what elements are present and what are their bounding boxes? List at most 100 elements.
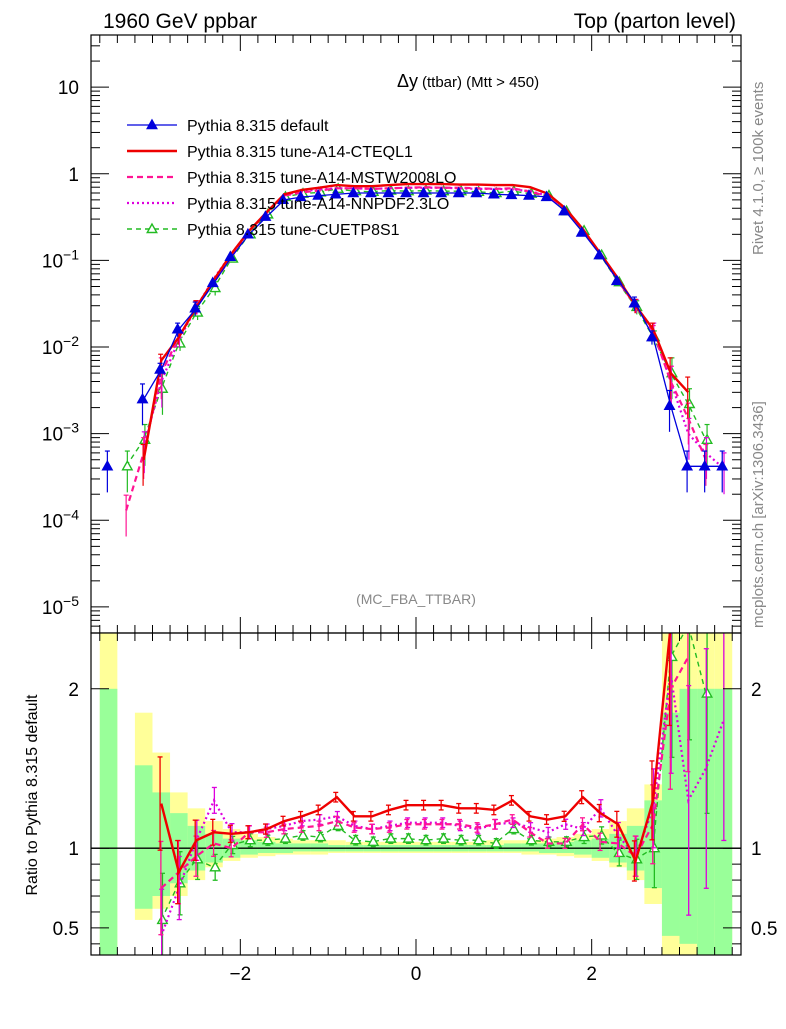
data-point (452, 186, 465, 198)
ratio-y-tick-label-right: 2 (751, 680, 762, 701)
ratio-point (349, 833, 362, 845)
data-point (663, 399, 676, 410)
ratio-series-layer (91, 633, 741, 955)
ratio-ylabel: Ratio to Pythia 8.315 default (24, 694, 41, 896)
data-point (224, 250, 237, 262)
ratio-line-0-0 (160, 633, 672, 876)
legend-entry: Pythia 8.315 tune-CUETP8S1 (187, 222, 400, 239)
ratio-point (455, 833, 468, 845)
data-point (136, 392, 149, 404)
ratio-y-tick-label-right: 0.5 (751, 919, 777, 940)
data-point (241, 227, 254, 239)
data-point (540, 190, 553, 202)
ratio-point (261, 833, 274, 845)
analysis-label: (MC_FBA_TTBAR) (356, 591, 476, 607)
data-point (329, 187, 342, 199)
series-line-0-1 (143, 192, 724, 467)
band-green (661, 712, 680, 936)
data-point (505, 188, 518, 200)
data-point (294, 190, 307, 202)
ratio-y-tick-label: 2 (68, 680, 79, 701)
data-point (646, 330, 658, 342)
ratio-panel: 0.5 0.5 1 1 2 2 −2 0 2 Ratio to Pythia 8.315 def… (24, 632, 777, 985)
ratio-point (367, 835, 380, 847)
data-point (277, 193, 289, 205)
data-point (206, 276, 219, 288)
data-point (470, 186, 483, 198)
data-point (523, 189, 535, 200)
main-plot-area (101, 182, 729, 537)
ratio-point (297, 829, 309, 840)
legend-entry: Pythia 8.315 tune-A14-NNPDF2.3LO (187, 196, 449, 213)
data-point (382, 186, 395, 198)
data-point (435, 186, 448, 198)
ratio-point (420, 833, 432, 845)
ratio-point (279, 832, 292, 843)
y-tick-label: 10−3 (42, 420, 79, 446)
ratio-point (156, 913, 169, 925)
data-point (575, 226, 588, 237)
data-point (417, 186, 430, 198)
ratio-point (314, 830, 327, 842)
data-point (364, 186, 377, 198)
x-tick-label: 2 (586, 964, 597, 985)
band-green (310, 843, 329, 852)
ratio-point (701, 687, 714, 698)
header-right: Top (parton level) (574, 10, 736, 33)
legend: Pythia 8.315 default Pythia 8.315 tune-A1… (127, 118, 456, 239)
data-point (101, 459, 114, 471)
main-series-layer (101, 182, 729, 537)
data-point (189, 301, 202, 313)
data-point (154, 363, 167, 374)
data-point (121, 459, 134, 471)
ratio-point (578, 830, 591, 842)
ratio-axes: 0.5 0.5 1 1 2 2 −2 0 2 (53, 633, 777, 985)
data-point (593, 248, 606, 260)
header-left: 1960 GeV ppbar (103, 10, 257, 33)
data-point (716, 459, 729, 471)
band-green (99, 688, 118, 955)
y-tick-label: 1 (68, 165, 79, 186)
series-line-1-0 (142, 182, 690, 460)
ratio-point (384, 832, 397, 843)
ratio-point (244, 833, 257, 845)
side-rivet: Rivet 4.1.0, ≥ 100k events (750, 82, 767, 255)
ratio-point (507, 822, 520, 834)
data-point (209, 281, 222, 293)
plot-title: Δy (397, 71, 418, 91)
x-tick-label: −2 (229, 964, 251, 985)
legend-marker (146, 222, 158, 234)
ratio-y-tick-label: 0.5 (53, 919, 79, 940)
legend-marker (146, 118, 158, 130)
ratio-point (472, 833, 485, 845)
ratio-series-0 (157, 633, 673, 905)
ratio-point (490, 836, 503, 848)
data-point (698, 459, 711, 471)
x-tick-label: 0 (411, 964, 422, 985)
data-point (701, 433, 714, 444)
band-green (257, 841, 276, 853)
series-0 (101, 186, 729, 493)
data-point (312, 189, 325, 200)
band-green (293, 843, 311, 852)
band-green (503, 843, 522, 852)
band-green (134, 765, 153, 909)
data-point (487, 187, 500, 199)
data-point (610, 274, 623, 286)
data-point (259, 210, 272, 221)
data-point (628, 296, 641, 308)
band-green (574, 840, 592, 855)
ratio-point (402, 832, 415, 843)
ratio-y-tick-label: 1 (68, 839, 79, 860)
data-point (347, 186, 360, 198)
ratio-point (332, 819, 345, 831)
data-point (400, 186, 412, 198)
data-point (171, 322, 184, 334)
ratio-y-tick-label-right: 1 (751, 839, 762, 860)
legend-entry: Pythia 8.315 default (187, 118, 329, 135)
side-mcplots: mcplots.cern.ch [arXiv:1306.3436] (750, 401, 767, 628)
data-point (558, 204, 571, 216)
